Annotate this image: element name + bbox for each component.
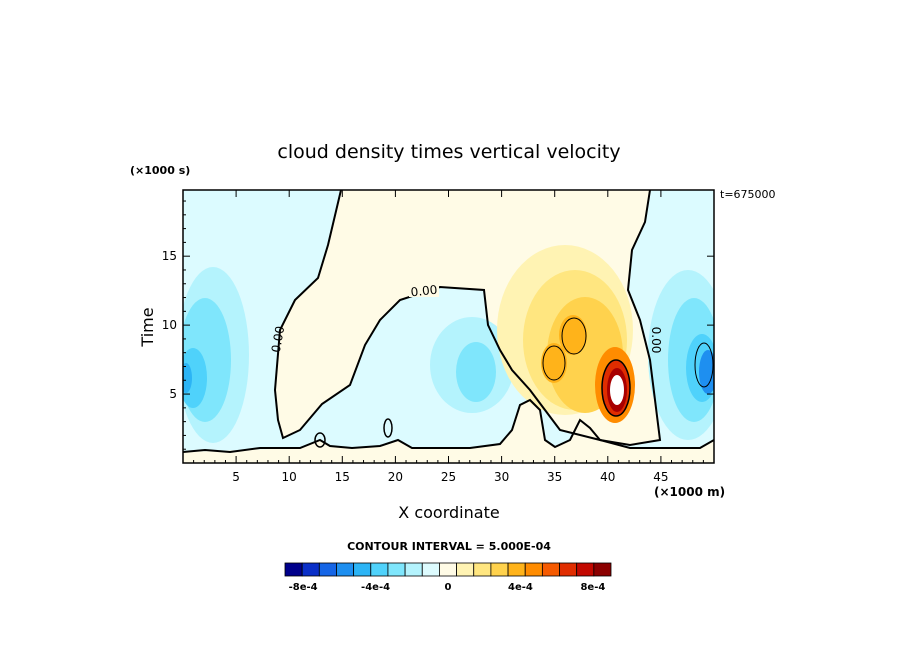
y-tick-label: 5 <box>169 387 177 401</box>
right-negative-max <box>699 350 714 394</box>
colorbar-labels: -8e-4 -4e-4 0 4e-4 8e-4 <box>289 582 606 593</box>
small-contour <box>542 345 566 381</box>
mid-negative-core <box>456 342 496 402</box>
x-tick-label: 15 <box>335 470 350 484</box>
colorbar-label: -8e-4 <box>289 582 318 593</box>
x-tick-label: 30 <box>494 470 509 484</box>
colorbar <box>284 562 612 577</box>
colorbar-swatch <box>336 562 355 577</box>
zero-positive-region <box>183 400 714 463</box>
x-axis: 5 10 15 20 25 30 35 40 45 <box>193 190 704 484</box>
x-tick-label: 20 <box>388 470 403 484</box>
colorbar-swatch <box>301 562 320 577</box>
colorbar-swatch <box>370 562 389 577</box>
colorbar-label: 0 <box>445 582 452 593</box>
x-tick-label: 45 <box>653 470 668 484</box>
y-tick-label: 15 <box>162 249 177 263</box>
plume-orange-upper <box>559 315 587 355</box>
x-tick-label: 25 <box>441 470 456 484</box>
x-tick-label: 5 <box>232 470 240 484</box>
plume-core-white <box>610 375 624 405</box>
contour-label: 0.00 <box>410 283 438 300</box>
left-negative-max <box>183 363 192 393</box>
time-stamp: t=675000 <box>720 188 776 201</box>
x-tick-label: 35 <box>547 470 562 484</box>
colorbar-swatch <box>524 562 543 577</box>
y-tick-label: 10 <box>162 318 177 332</box>
colorbar-swatch <box>541 562 560 577</box>
colorbar-swatch <box>404 562 423 577</box>
colorbar-swatch <box>593 562 612 577</box>
small-contour <box>601 359 631 417</box>
plot-area: 0.00 0.00 0.00 <box>183 190 714 463</box>
x-tick-label: 10 <box>282 470 297 484</box>
colorbar-label: 8e-4 <box>580 582 605 593</box>
colorbar-swatch <box>473 562 492 577</box>
zero-contour-bottom <box>183 398 714 454</box>
small-contour <box>694 342 714 388</box>
small-contour <box>383 418 393 438</box>
contour-label: 0.00 <box>269 325 287 354</box>
contour-interval-text: CONTOUR INTERVAL = 5.000E-04 <box>347 540 551 553</box>
colorbar-swatch <box>421 562 440 577</box>
x-unit-label: (×1000 m) <box>654 485 725 499</box>
colorbar-swatch <box>456 562 475 577</box>
colorbar-label: -4e-4 <box>361 582 390 593</box>
colorbar-swatch <box>387 562 406 577</box>
contour-label: 0.00 <box>649 327 663 354</box>
plume-orange-left <box>541 343 567 383</box>
colorbar-swatch <box>559 562 578 577</box>
colorbar-swatch <box>439 562 457 577</box>
zero-contour-labels: 0.00 0.00 0.00 <box>269 283 663 354</box>
x-tick-label: 40 <box>600 470 615 484</box>
colorbar-swatch <box>353 562 372 577</box>
y-unit-label: (×1000 s) <box>130 164 190 177</box>
small-contour <box>314 432 326 448</box>
colorbar-swatch <box>318 562 337 577</box>
colorbar-swatch <box>576 562 595 577</box>
colorbar-swatch <box>490 562 509 577</box>
y-axis: 5 10 15 <box>162 200 714 450</box>
chart-title: cloud density times vertical velocity <box>277 141 620 163</box>
left-negative-center <box>183 348 207 408</box>
x-axis-label: X coordinate <box>398 503 499 522</box>
y-axis-label: Time <box>138 307 157 347</box>
colorbar-swatch <box>284 562 303 577</box>
colorbar-swatch <box>507 562 526 577</box>
zero-contour <box>273 190 662 447</box>
small-contour <box>561 317 587 355</box>
colorbar-label: 4e-4 <box>508 582 533 593</box>
